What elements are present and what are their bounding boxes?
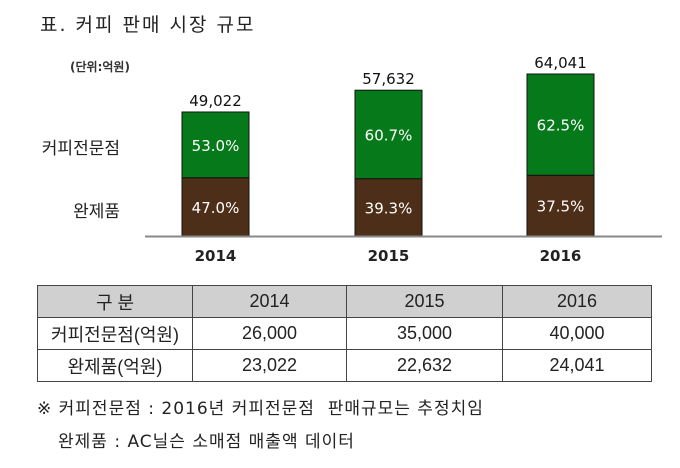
table-cell: 커피전문점(억원) xyxy=(37,317,193,350)
table-cell: 완제품(억원) xyxy=(37,349,193,382)
table-header-row: 구 분 2014 2015 2016 xyxy=(37,285,652,318)
total-label: 57,632 xyxy=(362,70,415,88)
table-cell: 40,000 xyxy=(502,317,652,350)
bar-segment xyxy=(354,178,423,237)
bar-segment xyxy=(526,73,595,176)
data-label: 60.7% xyxy=(365,126,413,144)
bar-segment xyxy=(354,89,423,180)
table-cell: 22,632 xyxy=(346,349,503,382)
total-label: 64,041 xyxy=(534,54,587,72)
stacked-bar-chart: 47.0% 53.0% 49,022 2014 39.3% 60.7% 57,632 2015… xyxy=(145,54,662,265)
table-cell: 23,022 xyxy=(192,349,347,382)
chart-title: 표. 커피 판매 시장 규모 xyxy=(40,14,256,36)
data-label: 47.0% xyxy=(192,199,240,217)
x-tick-label: 2015 xyxy=(368,247,410,265)
data-label: 39.3% xyxy=(365,199,413,217)
total-label: 49,022 xyxy=(189,92,242,110)
data-label: 62.5% xyxy=(537,117,585,135)
header-cell: 2014 xyxy=(192,285,347,318)
header-cell: 2016 xyxy=(502,285,652,318)
data-label: 53.0% xyxy=(192,137,240,155)
footnote-2: 완제품 : AC닐슨 소매점 매출액 데이터 xyxy=(58,432,355,452)
bar-segment xyxy=(526,174,595,237)
x-tick-label: 2016 xyxy=(540,247,582,265)
table-row: 완제품(억원) 23,022 22,632 24,041 xyxy=(37,349,652,382)
header-cell: 구 분 xyxy=(37,285,193,318)
table-row: 커피전문점(억원) 26,000 35,000 40,000 xyxy=(37,317,652,350)
table-cell: 35,000 xyxy=(346,317,503,350)
table-cell: 26,000 xyxy=(192,317,347,350)
bar-segment xyxy=(181,111,250,179)
header-cell: 2015 xyxy=(346,285,503,318)
bar-segment xyxy=(181,177,250,237)
table-cell: 24,041 xyxy=(502,349,652,382)
series-label-coffee-shop: 커피전문점 xyxy=(41,139,120,159)
data-label: 37.5% xyxy=(537,198,585,216)
series-label-finished-product: 완제품 xyxy=(73,202,120,222)
x-tick-label: 2014 xyxy=(195,247,237,265)
data-table: 구 분 2014 2015 2016 커피전문점(억원) 26,000 35,0… xyxy=(37,285,652,382)
unit-label: (단위:억원) xyxy=(70,60,130,74)
footnote-1: ※ 커피전문점 : 2016년 커피전문점 판매규모는 추정치임 xyxy=(37,399,484,419)
